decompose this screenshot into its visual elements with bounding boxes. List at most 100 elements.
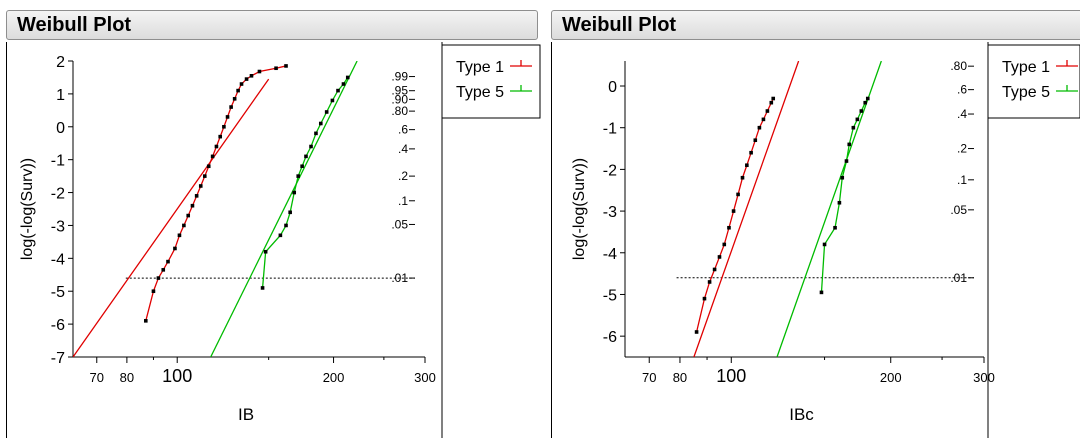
y-tick-label: -3 (51, 218, 65, 235)
series-line (820, 98, 869, 293)
data-point (144, 319, 148, 323)
data-point (292, 190, 297, 195)
y-tick-label: -2 (603, 162, 617, 179)
y-tick-label: -1 (51, 153, 65, 170)
x-tick-label: 100 (162, 366, 192, 386)
y-tick-label: -7 (51, 350, 65, 367)
x-tick-label: 80 (120, 370, 134, 385)
data-point (745, 163, 749, 168)
x-tick-label: 100 (716, 366, 746, 386)
data-point (156, 276, 161, 280)
data-point (288, 210, 292, 215)
data-point (840, 175, 845, 180)
data-point (202, 174, 207, 178)
data-point (833, 225, 837, 230)
data-point (249, 74, 254, 78)
panel-title-bar[interactable]: Weibull Plot (6, 10, 538, 40)
data-point (837, 200, 842, 205)
y-tick-label: 2 (56, 54, 65, 71)
panel-left-border (6, 42, 7, 438)
prob-tick-label: .1 (398, 194, 408, 208)
y-tick-label: -4 (603, 246, 617, 263)
weibull-chart-ib: 2 1 0 -1 -2 -3 -4 -5 -6 -7 70 80 100 200 300 .99.95.90.… (19, 42, 541, 438)
data-point (727, 225, 731, 230)
y-tick-label: -2 (51, 186, 65, 203)
fit-line (776, 61, 882, 357)
data-point (177, 233, 182, 238)
data-point (214, 144, 219, 149)
data-point (330, 98, 335, 103)
prob-tick-label: .4 (957, 107, 967, 121)
y-axis-label: log(-log(Surv)) (19, 158, 36, 260)
y-tick-label: -5 (603, 287, 617, 304)
data-point (190, 203, 195, 208)
prob-tick-label: .4 (398, 142, 408, 156)
data-point (753, 138, 758, 143)
data-point (173, 246, 177, 251)
data-point (771, 96, 776, 101)
data-point (855, 117, 860, 122)
y-tick-label: 1 (56, 87, 65, 104)
data-point (736, 192, 740, 197)
data-point (274, 66, 278, 71)
prob-tick-label: .05 (950, 203, 967, 217)
data-point (300, 164, 304, 169)
x-tick-label: 200 (323, 370, 345, 385)
y-tick-label: -3 (603, 204, 617, 221)
prob-tick-label: .99 (391, 70, 408, 84)
y-tick-label: -6 (51, 317, 65, 334)
data-point (263, 249, 268, 254)
prob-tick-label: .95 (391, 84, 408, 98)
data-point (318, 121, 323, 126)
weibull-panel-left: Weibull Plot 2 1 0 -1 -2 -3 -4 -5 -6 -7 70 80 100 200… (6, 10, 541, 438)
data-point (182, 223, 186, 228)
prob-tick-label: .90 (391, 92, 408, 106)
data-point (859, 109, 864, 113)
panel-title: Weibull Plot (562, 14, 677, 36)
y-tick-label: 0 (608, 79, 617, 96)
y-tick-label: -1 (603, 121, 617, 138)
data-point (244, 77, 249, 81)
fit-line (73, 78, 270, 357)
data-point (284, 223, 288, 228)
prob-tick-label: .6 (398, 123, 408, 137)
prob-tick-label: .01 (950, 271, 967, 285)
data-point (712, 267, 717, 272)
data-point (761, 117, 766, 122)
data-point (151, 289, 156, 294)
prob-tick-label: .2 (957, 142, 967, 156)
x-tick-label: 200 (880, 370, 902, 385)
panel-title: Weibull Plot (17, 14, 132, 36)
data-point (161, 268, 166, 272)
series-type-5 (210, 61, 358, 357)
panel-left-border (551, 42, 552, 438)
data-point (198, 184, 203, 188)
data-point (847, 142, 852, 147)
data-point (731, 209, 736, 213)
data-point (225, 115, 230, 119)
data-point (749, 150, 753, 155)
data-point (722, 242, 727, 247)
data-point (757, 125, 762, 130)
data-point (232, 97, 237, 101)
data-point (222, 124, 226, 129)
x-tick-label: 300 (973, 370, 995, 385)
series-line (145, 65, 287, 321)
data-point (194, 194, 199, 198)
panel-title-bar[interactable]: Weibull Plot (551, 10, 1080, 40)
data-point (740, 175, 745, 180)
data-point (863, 100, 868, 105)
data-point (236, 88, 240, 93)
data-point (865, 96, 870, 101)
legend-box (441, 44, 541, 119)
y-axis-label: log(-log(Surv)) (571, 158, 588, 260)
series-type-5 (776, 61, 882, 357)
series-type-1 (73, 64, 288, 357)
prob-tick-label: .01 (391, 271, 408, 285)
fit-line (693, 61, 800, 357)
series-line (695, 98, 774, 333)
legend-box (987, 44, 1080, 119)
x-axis-label: IB (238, 405, 254, 424)
series-line (261, 77, 349, 288)
data-point (206, 164, 211, 169)
